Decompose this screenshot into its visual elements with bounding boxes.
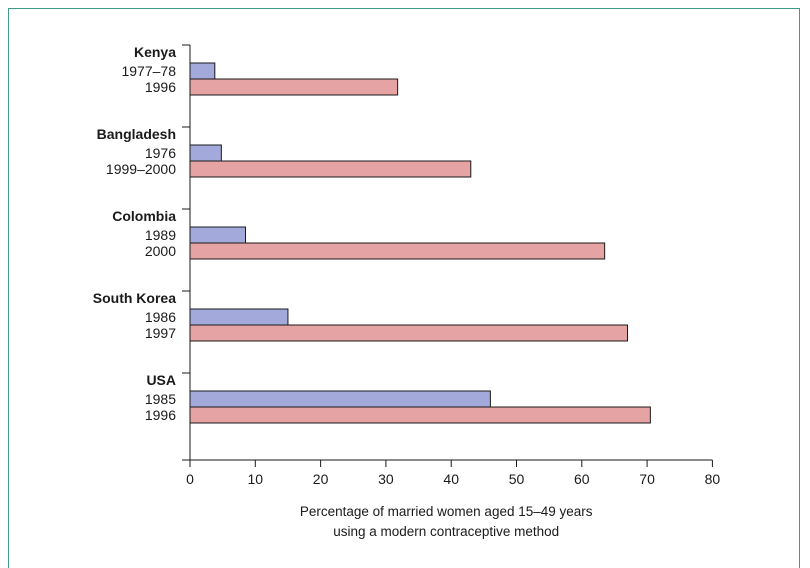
bar [189, 144, 222, 162]
x-axis-title-line-2: using a modern contraceptive method [333, 524, 559, 539]
x-tick-label: 0 [186, 471, 194, 487]
x-axis-title-line-1: Percentage of married women aged 15–49 y… [300, 504, 593, 519]
chart-frame [8, 8, 800, 568]
x-tick-label: 20 [313, 471, 329, 487]
bar [189, 324, 629, 342]
bar [189, 160, 472, 178]
category-label: Bangladesh [97, 126, 176, 142]
bar-year-label: 1996 [145, 407, 176, 423]
category-label: Colombia [112, 208, 176, 224]
bar [189, 242, 606, 260]
bar [189, 62, 216, 80]
bar [189, 390, 491, 408]
bar-year-label: 1997 [145, 325, 176, 341]
bar-year-label: 1985 [145, 391, 176, 407]
x-tick-label: 50 [509, 471, 525, 487]
bar [189, 308, 289, 326]
bar-year-label: 1986 [145, 309, 176, 325]
x-tick-label: 70 [639, 471, 655, 487]
bar-year-label: 1977–78 [121, 63, 176, 79]
bar [189, 226, 247, 244]
category-label: USA [146, 372, 176, 388]
bar-year-label: 2000 [145, 243, 176, 259]
x-tick-label: 30 [378, 471, 394, 487]
bar-year-label: 1999–2000 [106, 161, 176, 177]
bar-year-label: 1976 [145, 145, 176, 161]
plot-area: 0 10 20 30 40 50 60 70 80Kenya1977–781996Banglad… [93, 44, 721, 539]
category-label: South Korea [93, 290, 176, 306]
bar-year-label: 1989 [145, 227, 176, 243]
x-tick-label: 10 [248, 471, 264, 487]
category-label: Kenya [134, 44, 176, 60]
x-tick-label: 40 [443, 471, 459, 487]
bar-year-label: 1996 [145, 79, 176, 95]
x-tick-label: 80 [705, 471, 721, 487]
bar [189, 406, 651, 424]
bar [189, 78, 399, 96]
x-tick-label: 60 [574, 471, 590, 487]
